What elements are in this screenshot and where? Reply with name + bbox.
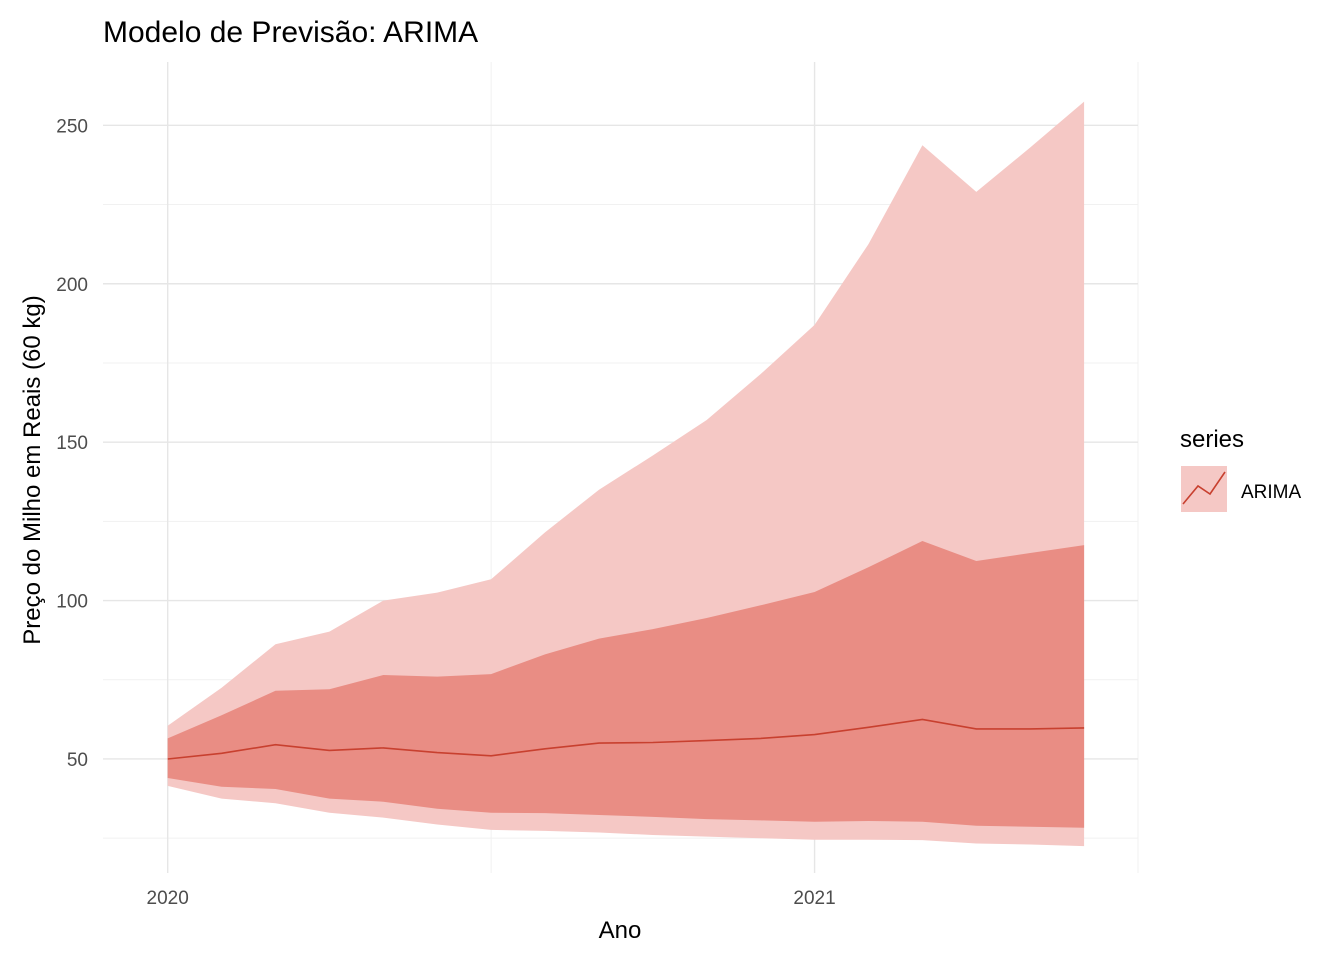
y-tick-label: 150 bbox=[56, 433, 88, 454]
x-tick-label: 2021 bbox=[793, 888, 835, 909]
x-tick-label: 2020 bbox=[147, 888, 189, 909]
legend-key-line-icon bbox=[1182, 471, 1226, 505]
x-axis-ticks: 2020 2021 bbox=[147, 888, 836, 909]
y-tick-label: 100 bbox=[56, 592, 88, 613]
legend-title: series bbox=[1180, 426, 1244, 453]
x-axis-title: Ano bbox=[599, 917, 642, 944]
legend-label-arima: ARIMA bbox=[1241, 482, 1302, 503]
y-tick-label: 250 bbox=[56, 116, 88, 137]
legend: series ARIMA bbox=[1180, 426, 1302, 512]
y-tick-label: 200 bbox=[56, 275, 88, 296]
arima-forecast-line bbox=[167, 718, 1085, 760]
prediction-interval-80-band bbox=[167, 541, 1085, 828]
panel bbox=[103, 62, 1139, 873]
chart-title: Modelo de Previsão: ARIMA bbox=[103, 16, 478, 49]
y-tick-label: 50 bbox=[67, 750, 88, 771]
y-axis-ticks: 50 100 150 200 250 bbox=[56, 116, 88, 771]
legend-key-fill bbox=[1181, 466, 1227, 512]
y-axis-title: Preço do Milho em Reais (60 kg) bbox=[19, 295, 46, 644]
legend-key bbox=[1181, 466, 1227, 512]
